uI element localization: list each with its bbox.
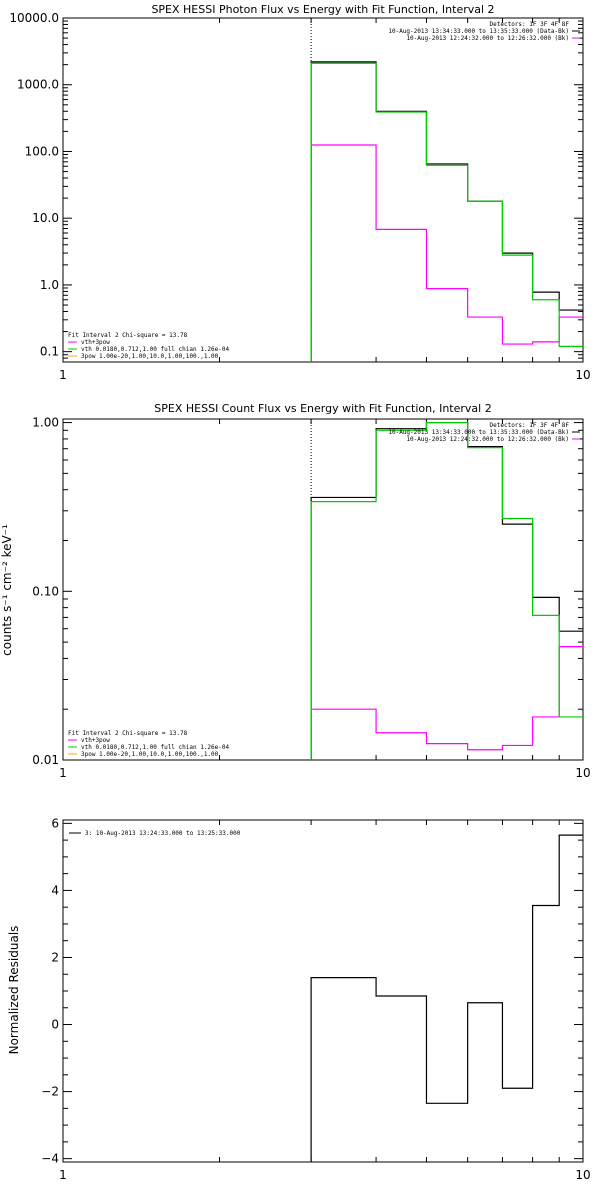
series-line: [310, 62, 583, 362]
y-tick-label: 0: [51, 1018, 59, 1032]
legend-entry: Detectors: 1F 3F 4F 8F: [490, 422, 570, 429]
y-tick-label: 10000.0: [9, 11, 59, 25]
legend-entry: vth 0.0180,0.712,1.00 full chian 1.26e-0…: [81, 744, 229, 751]
y-tick-label: 1.00: [32, 416, 59, 430]
y-tick-label: 2: [51, 950, 59, 964]
residuals-ylabel: Normalized Residuals: [7, 926, 21, 1055]
x-tick-label: 10: [575, 1168, 590, 1182]
count-flux-ylabel: counts s⁻¹ cm⁻² keV⁻¹: [0, 524, 14, 656]
x-tick-label: 1: [59, 368, 67, 382]
axes-frame: [62, 17, 584, 363]
legend-entry: 3pow 1.00e-20,1.00,10.0,1.00,100.,1.00: [81, 751, 219, 758]
x-tick-label: 1: [59, 1168, 67, 1182]
series-line: [310, 61, 583, 362]
legend-entry: Fit Interval 2 Chi-square = 13.78: [68, 332, 188, 339]
y-tick-label: 0.01: [32, 753, 59, 767]
legend-entry: 10-Aug-2013 12:24:32.000 to 12:26:32.000…: [406, 35, 569, 42]
legend-entry: 10-Aug-2013 13:34:33.000 to 13:35:33.000…: [388, 28, 569, 35]
photon-flux-title: SPEX HESSI Photon Flux vs Energy with Fi…: [151, 3, 494, 16]
y-tick-label: 6: [51, 816, 59, 830]
y-tick-label: 4: [51, 883, 59, 897]
legend-entry: 3pow 1.00e-20,1.00,10.0,1.00,100.,1.00: [81, 353, 219, 360]
photon-flux-plot-area: 1 10 10000.0 1000.0 100.0 10.0 1.0 0.1 Detectors…: [9, 11, 590, 382]
y-tick-label: 100.0: [25, 144, 59, 158]
x-tick-label: 1: [59, 766, 67, 780]
y-tick-label: 1000.0: [17, 78, 59, 92]
x-tick-label: 10: [575, 368, 590, 382]
count-flux-title: SPEX HESSI Count Flux vs Energy with Fit…: [154, 402, 491, 415]
y-tick-label: 0.1: [40, 345, 59, 359]
legend-entry: Fit Interval 2 Chi-square = 13.78: [68, 730, 188, 737]
legend-entry: 10-Aug-2013 12:24:32.000 to 12:26:32.000…: [406, 436, 569, 443]
y-tick-label: 1.0: [40, 278, 59, 292]
residuals-plot-area: 1 10 6 4 2 0 −2 −4 3: 10-Aug-2013 13:24:33.000 t…: [41, 816, 590, 1182]
axes-frame: [62, 418, 584, 761]
legend-entry: Detectors: 1F 3F 4F 8F: [490, 21, 570, 28]
series-line: [310, 646, 583, 760]
series-line: [310, 421, 583, 760]
axes-frame: [62, 819, 584, 1163]
legend-entry: 10-Aug-2013 13:34:33.000 to 13:35:33.000…: [388, 429, 569, 436]
series-line: [310, 834, 583, 1162]
y-tick-label: 0.10: [32, 584, 59, 598]
legend-entry: vth+3pow: [81, 339, 110, 346]
x-tick-label: 10: [575, 766, 590, 780]
y-tick-label: 10.0: [32, 211, 59, 225]
y-tick-label: −4: [41, 1152, 59, 1166]
legend-entry: vth 0.0180,0.712,1.00 full chian 1.26e-0…: [81, 346, 229, 353]
count-flux-panel: SPEX HESSI Count Flux vs Energy with Fit…: [0, 402, 591, 780]
series-line: [310, 144, 583, 362]
legend-entry: vth+3pow: [81, 737, 110, 744]
residuals-panel: Normalized Residuals 1 10 6 4 2 0 −2 −4 3: 10-Au…: [7, 816, 591, 1182]
y-tick-label: −2: [41, 1085, 59, 1099]
photon-flux-panel: SPEX HESSI Photon Flux vs Energy with Fi…: [9, 3, 590, 382]
legend-entry: 3: 10-Aug-2013 13:24:33.000 to 13:25:33.…: [85, 830, 241, 837]
